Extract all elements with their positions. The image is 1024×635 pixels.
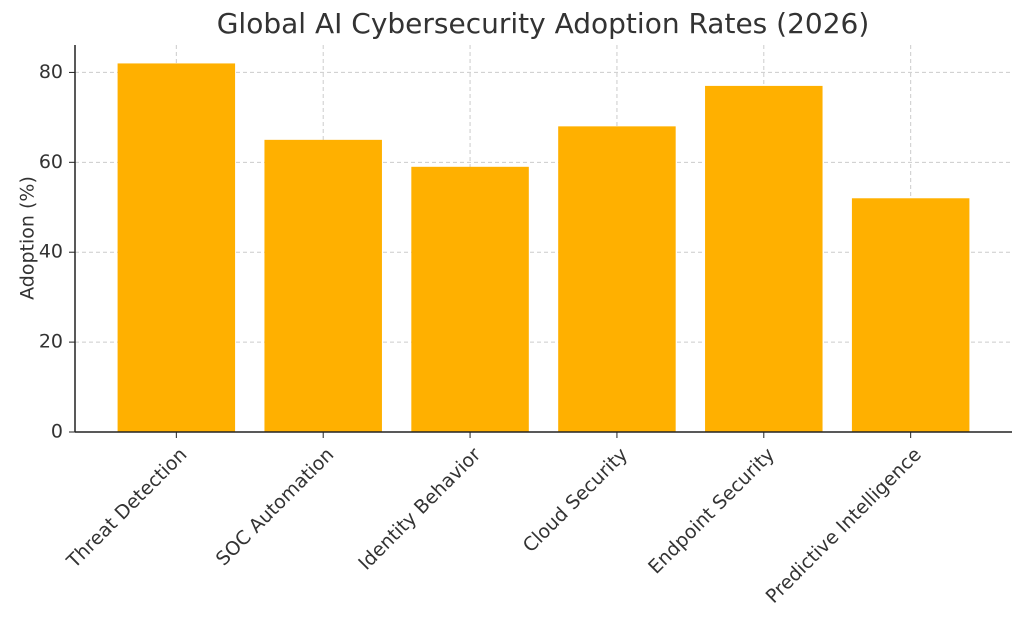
x-tick-label: Cloud Security [519, 444, 632, 557]
bar [264, 139, 382, 432]
y-tick-label: 60 [39, 151, 63, 173]
bar [851, 198, 970, 432]
y-tick-label: 80 [39, 61, 63, 83]
bars [117, 63, 970, 433]
chart-title: Global AI Cybersecurity Adoption Rates (… [217, 7, 870, 40]
x-tick-label: Endpoint Security [644, 444, 779, 579]
bar [558, 126, 676, 432]
bar [117, 63, 236, 433]
y-tick-label: 0 [51, 421, 63, 443]
y-tick-label: 20 [39, 331, 63, 353]
x-tick-label: Identity Behavior [354, 443, 485, 574]
bar [411, 166, 529, 433]
y-tick-label: 40 [39, 241, 63, 263]
x-tick-label: Threat Detection [62, 444, 192, 574]
y-axis-label: Adoption (%) [17, 176, 39, 300]
x-tick-label: SOC Automation [212, 444, 339, 571]
bar [705, 85, 823, 432]
x-tick-label: Predictive Intelligence [762, 444, 926, 608]
